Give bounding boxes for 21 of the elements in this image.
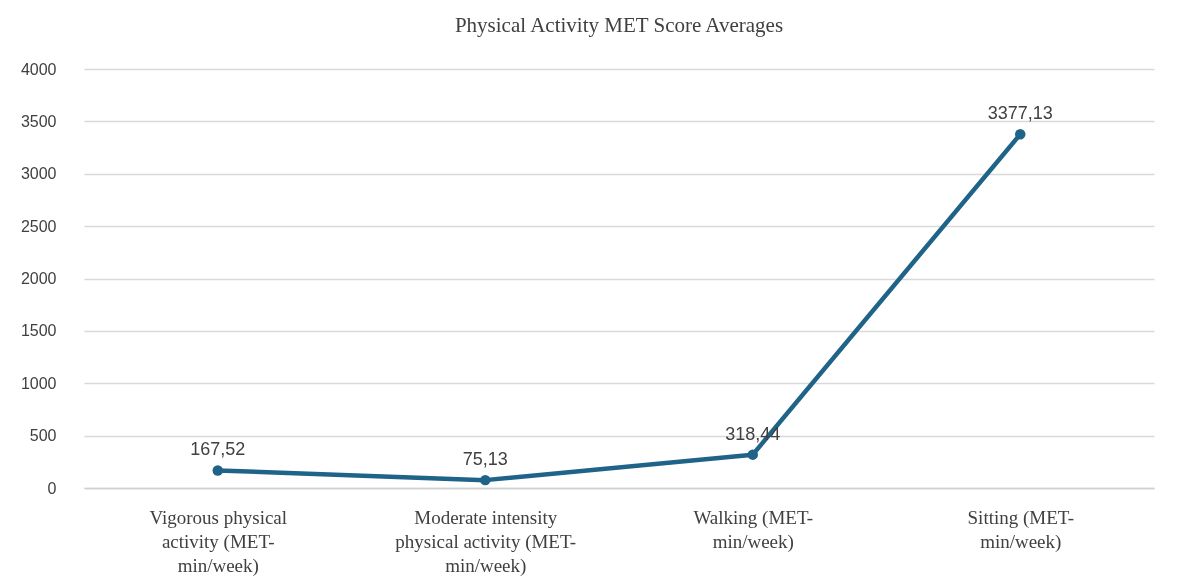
x-tick-label: Walking (MET- min/week) [693, 506, 814, 553]
chart-title: Physical Activity MET Score Averages [454, 13, 784, 37]
data-label: 75,13 [462, 449, 508, 470]
y-tick-label: 0 [47, 479, 57, 497]
x-tick-label: Moderate intensity physical activity (MET- min/week) [395, 506, 577, 577]
y-tick-label: 2000 [20, 270, 57, 287]
data-label: 167,52 [190, 439, 246, 460]
point [480, 474, 491, 486]
y-tick-label: 1500 [20, 322, 57, 340]
point [212, 465, 223, 476]
x-tick-label: Vigorous physical activity (MET- min/week) [149, 506, 288, 577]
y-tick-label: 3500 [20, 112, 57, 130]
point [1015, 129, 1026, 140]
data-label: 3377,13 [987, 103, 1053, 124]
point [747, 449, 758, 460]
y-tick-label: 3000 [20, 165, 57, 183]
y-tick-label: 4000 [20, 60, 57, 78]
y-tick-label: 1000 [20, 374, 57, 392]
x-tick-label: Sitting (MET- min/week) [967, 506, 1074, 553]
y-tick-label: 2500 [20, 217, 57, 235]
y-tick-label: 500 [29, 427, 57, 445]
